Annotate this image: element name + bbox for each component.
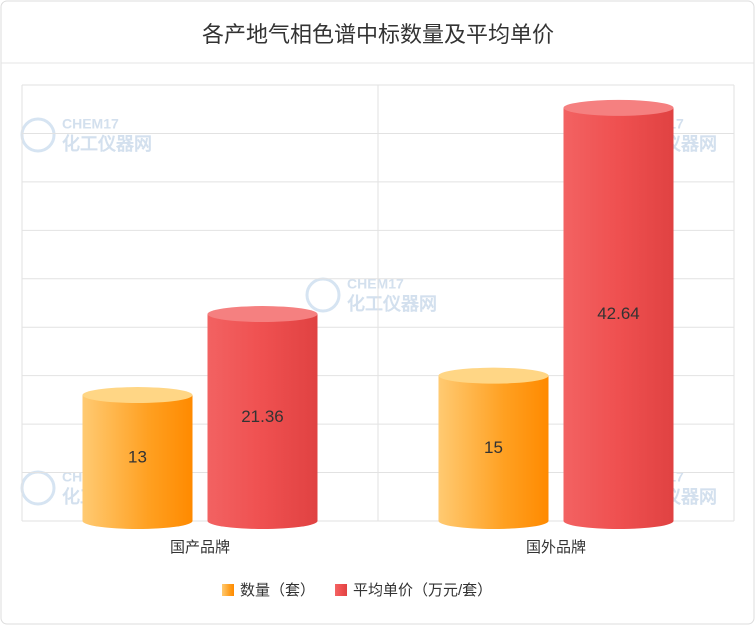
x-tick-label: 国产品牌 — [170, 539, 230, 556]
legend-label: 数量（套） — [240, 582, 315, 599]
legend-swatch — [335, 584, 348, 596]
legend-swatch — [222, 584, 234, 596]
bar — [82, 395, 193, 529]
watermark-brand: CHEM17 — [347, 276, 404, 292]
bar-cap — [438, 367, 549, 384]
bar — [563, 107, 674, 529]
bar — [207, 314, 318, 529]
bar-cap — [82, 387, 193, 404]
bar-cap — [207, 306, 318, 323]
watermark-name: 化工仪器网 — [347, 293, 437, 314]
chart-title: 各产地气相色谱中标数量及平均单价 — [202, 22, 554, 47]
bar-cap — [563, 99, 674, 116]
value-label: 21.36 — [241, 407, 284, 426]
value-label: 42.64 — [597, 304, 640, 323]
legend: 数量（套） 平均单价（万元/套） — [222, 582, 492, 599]
value-label: 15 — [484, 438, 503, 457]
x-tick-label: 国外品牌 — [526, 539, 586, 556]
legend-label: 平均单价（万元/套） — [353, 582, 492, 599]
value-label: 13 — [128, 448, 147, 467]
watermark-name: 化工仪器网 — [62, 133, 152, 154]
bar — [438, 375, 549, 529]
plot: 国产品牌 13 21.36 国外品牌 15 42.64 — [21, 84, 735, 556]
watermark-brand: CHEM17 — [62, 116, 119, 132]
